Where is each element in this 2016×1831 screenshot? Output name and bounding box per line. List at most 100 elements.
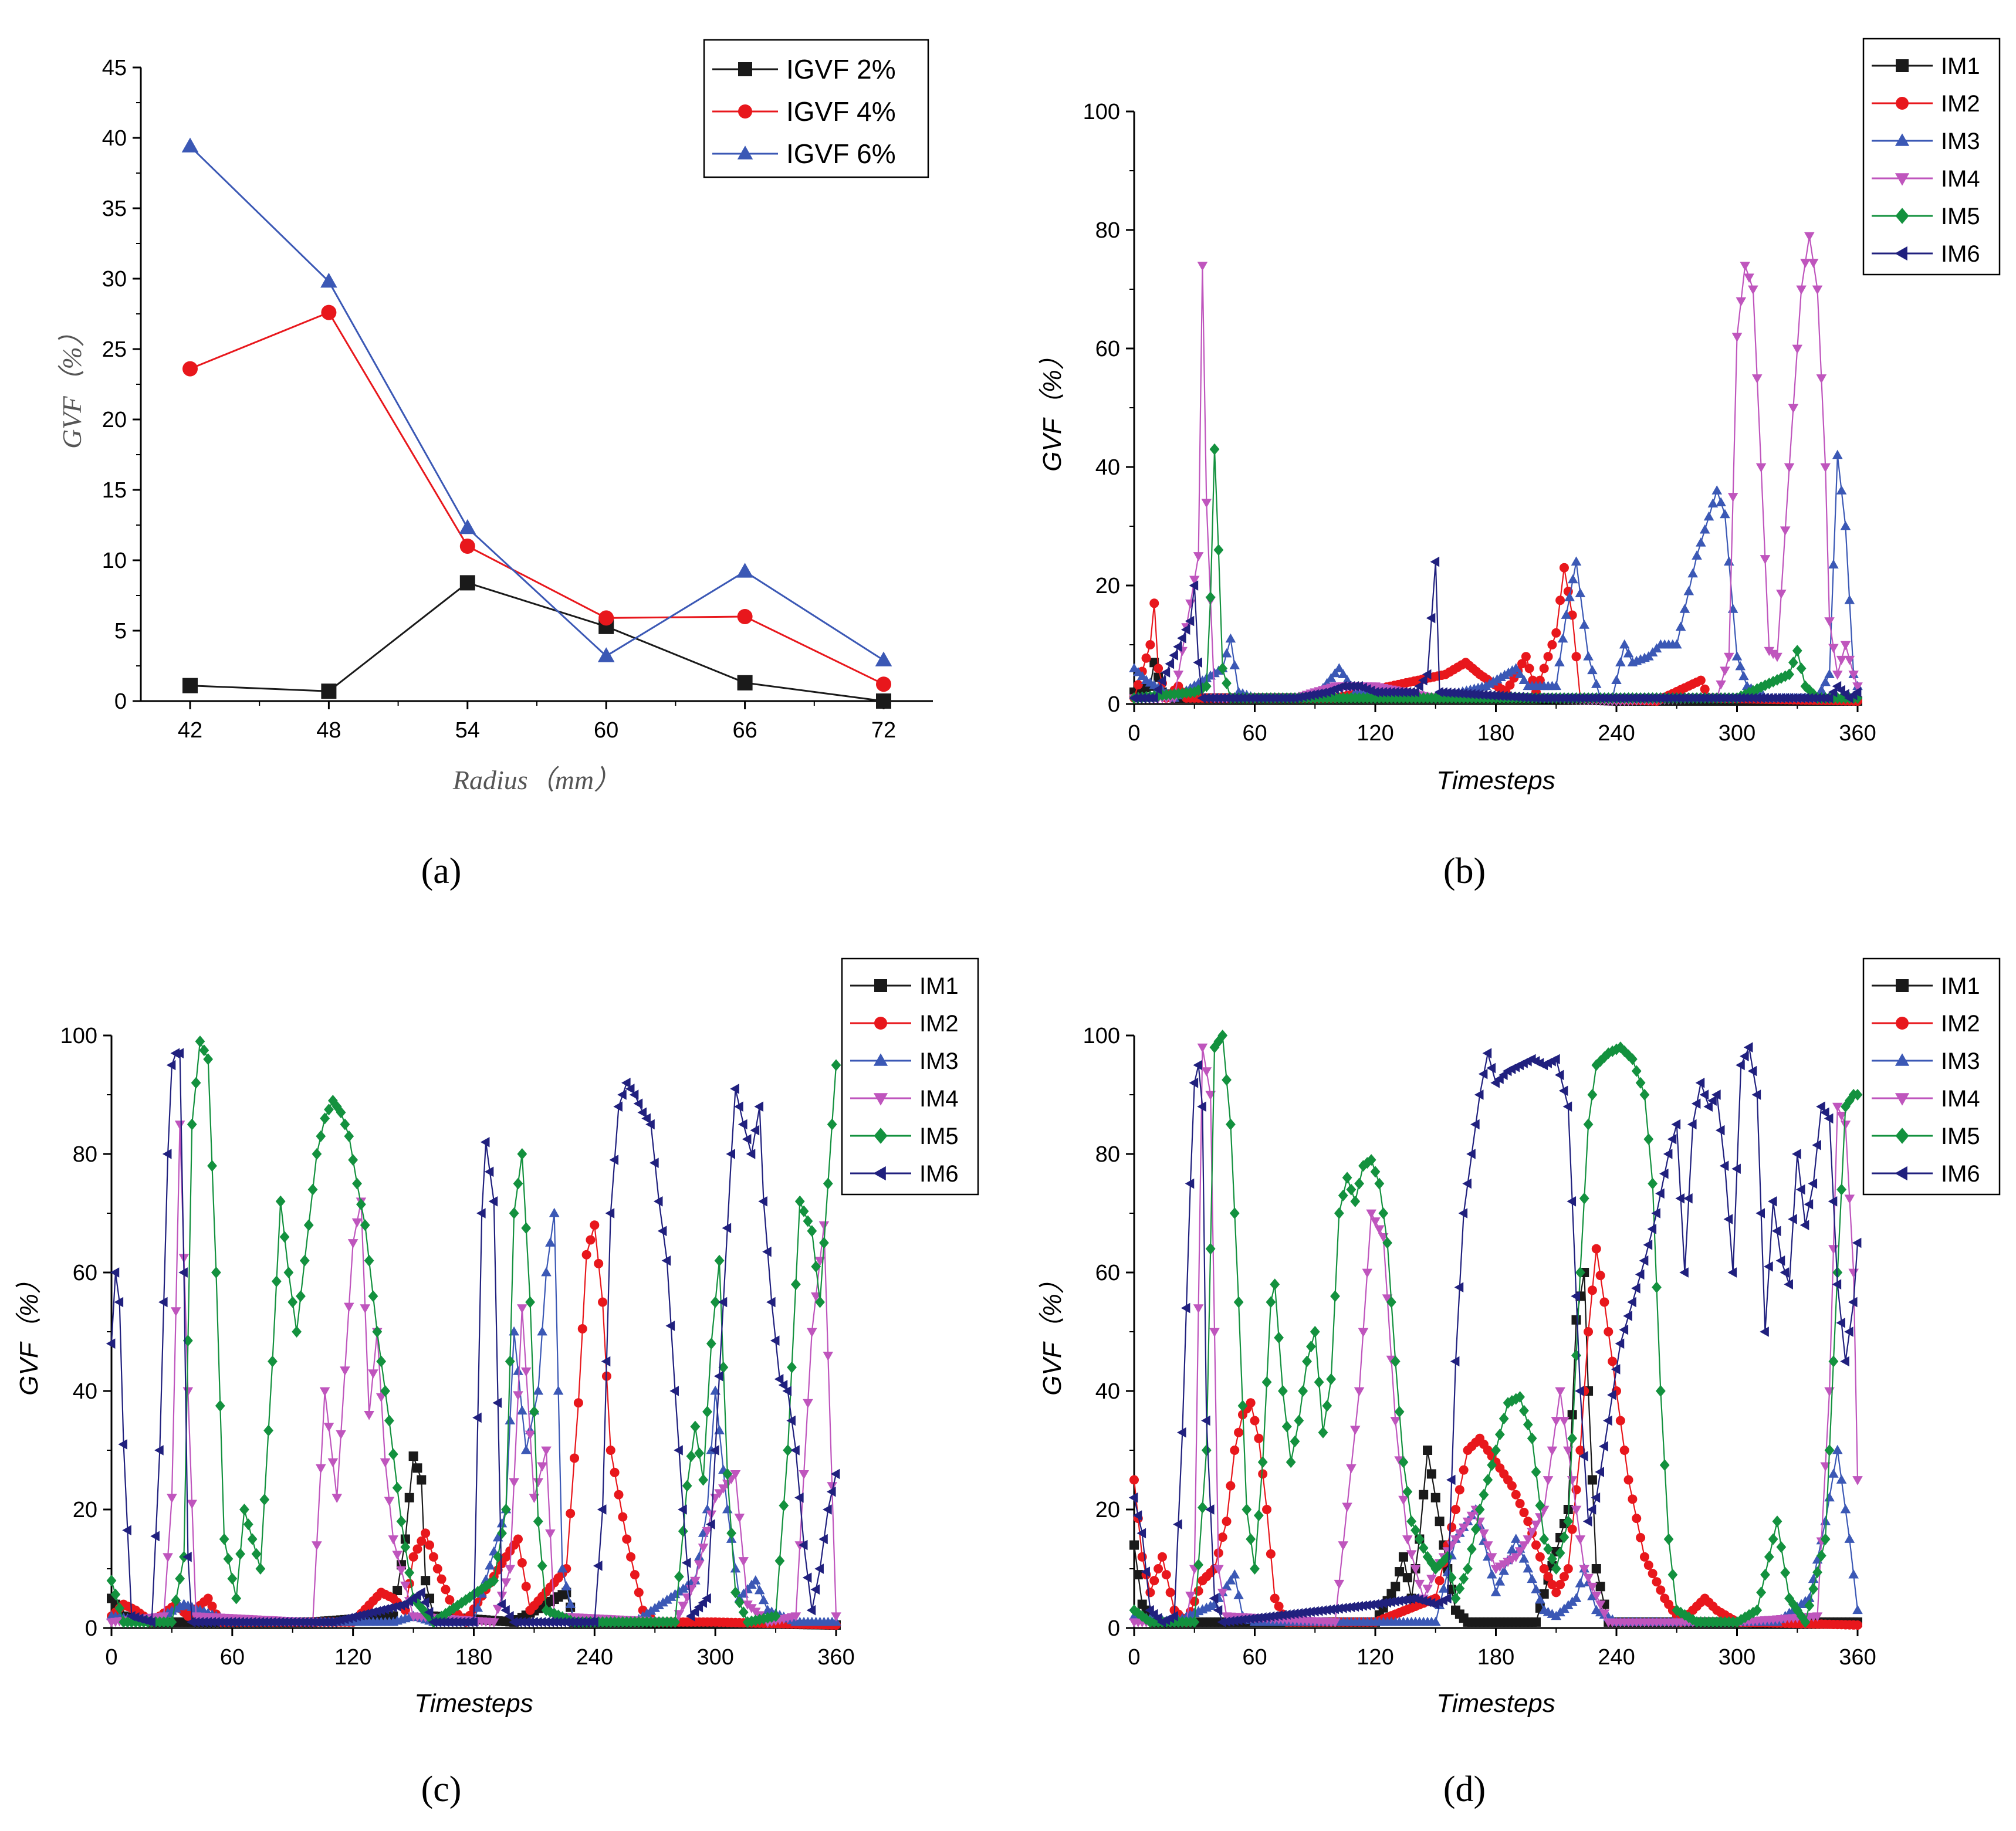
data-point [718, 1361, 729, 1373]
data-point [589, 1617, 598, 1627]
data-point [1237, 1400, 1248, 1412]
data-point [1201, 680, 1212, 692]
data-point [637, 1107, 647, 1118]
data-point [1772, 1515, 1782, 1528]
data-point [1587, 1475, 1597, 1485]
legend-box [1862, 38, 2001, 276]
data-point [1816, 1549, 1826, 1562]
data-point [1551, 681, 1562, 691]
data-point [321, 683, 337, 699]
data-point [1447, 1522, 1457, 1532]
data-point [509, 1478, 519, 1488]
data-point [613, 1101, 623, 1112]
data-point [1310, 689, 1319, 700]
data-point [1369, 1599, 1379, 1610]
x-tick-label: 300 [1719, 1645, 1755, 1670]
data-point [400, 1581, 411, 1591]
data-point [106, 1338, 116, 1349]
data-point [1426, 1469, 1436, 1479]
y-tick-label: 100 [1083, 100, 1120, 124]
data-point [1317, 688, 1327, 698]
data-point [207, 1160, 217, 1172]
data-point [641, 1113, 651, 1124]
data-point [425, 1540, 435, 1550]
data-point [525, 1430, 536, 1440]
data-point [1619, 1446, 1629, 1455]
data-point [736, 563, 753, 578]
data-point [1523, 1517, 1533, 1527]
data-point [1551, 1563, 1561, 1575]
data-point [694, 1551, 705, 1561]
data-point [1297, 691, 1307, 702]
data-point [1491, 1444, 1501, 1456]
data-point [1193, 1060, 1202, 1071]
data-point [1322, 1400, 1332, 1412]
data-point [1141, 653, 1151, 663]
data-point [404, 1492, 414, 1502]
data-point [774, 1374, 784, 1385]
data-point [1604, 1327, 1614, 1336]
data-point [1241, 1614, 1251, 1624]
data-point [1313, 688, 1323, 699]
data-point [1470, 1119, 1480, 1130]
data-point [730, 1563, 741, 1573]
data-point [698, 1474, 708, 1486]
data-point [392, 1551, 402, 1560]
series-line [1134, 1450, 1859, 1623]
data-point [694, 1447, 705, 1460]
data-point [1711, 1089, 1721, 1100]
data-point [480, 1137, 490, 1148]
data-point [1358, 1160, 1368, 1172]
data-point [1836, 1318, 1845, 1328]
legend-label: IM4 [919, 1086, 959, 1112]
data-point [533, 1385, 544, 1395]
data-point [1836, 1183, 1846, 1196]
data-point [459, 519, 476, 534]
data-point [590, 1220, 600, 1230]
data-point [517, 1148, 527, 1160]
data-point [819, 1237, 829, 1249]
data-point [1561, 610, 1572, 619]
data-point [1788, 1598, 1798, 1610]
data-point [1631, 1283, 1640, 1294]
data-point [1832, 1279, 1842, 1290]
data-point [1559, 1531, 1569, 1544]
data-point [1197, 1101, 1206, 1112]
data-point [1366, 1154, 1376, 1166]
data-point [1816, 374, 1827, 384]
data-point [678, 1504, 687, 1515]
data-point [1136, 1528, 1146, 1539]
data-point [492, 1605, 503, 1615]
data-point [1350, 1195, 1361, 1207]
data-point [1297, 1607, 1307, 1618]
data-point [1426, 612, 1436, 624]
data-point [1595, 1271, 1605, 1281]
series-line [1134, 449, 1858, 699]
data-point [1349, 1601, 1359, 1612]
data-point [1325, 673, 1337, 682]
data-point [1390, 1417, 1401, 1426]
chart-a: 0 5 10 15 20 25 30 35 40 45 42 48 54 60 66 72 GVF（%） Radi… [57, 39, 933, 795]
data-point [1824, 617, 1835, 627]
data-point [1338, 1603, 1347, 1613]
data-point [1696, 675, 1706, 685]
data-point [799, 1205, 809, 1217]
data-point [1535, 1500, 1545, 1512]
data-point [1796, 285, 1807, 295]
data-point [1792, 1149, 1801, 1159]
data-point [195, 1035, 205, 1048]
y-tick-label: 80 [1095, 1142, 1120, 1167]
data-point [626, 1552, 636, 1562]
data-point [1338, 1189, 1348, 1202]
data-point [1771, 1226, 1781, 1237]
legend-marker [1896, 97, 1909, 110]
data-point [1439, 1555, 1449, 1567]
data-point [356, 1198, 366, 1210]
data-point [1579, 1192, 1589, 1204]
data-point [1848, 1268, 1859, 1278]
series-line [110, 1052, 837, 1623]
data-point [1743, 1042, 1753, 1052]
data-point [1784, 1279, 1793, 1290]
data-point [790, 1278, 801, 1291]
y-tick-label: 40 [102, 126, 127, 151]
